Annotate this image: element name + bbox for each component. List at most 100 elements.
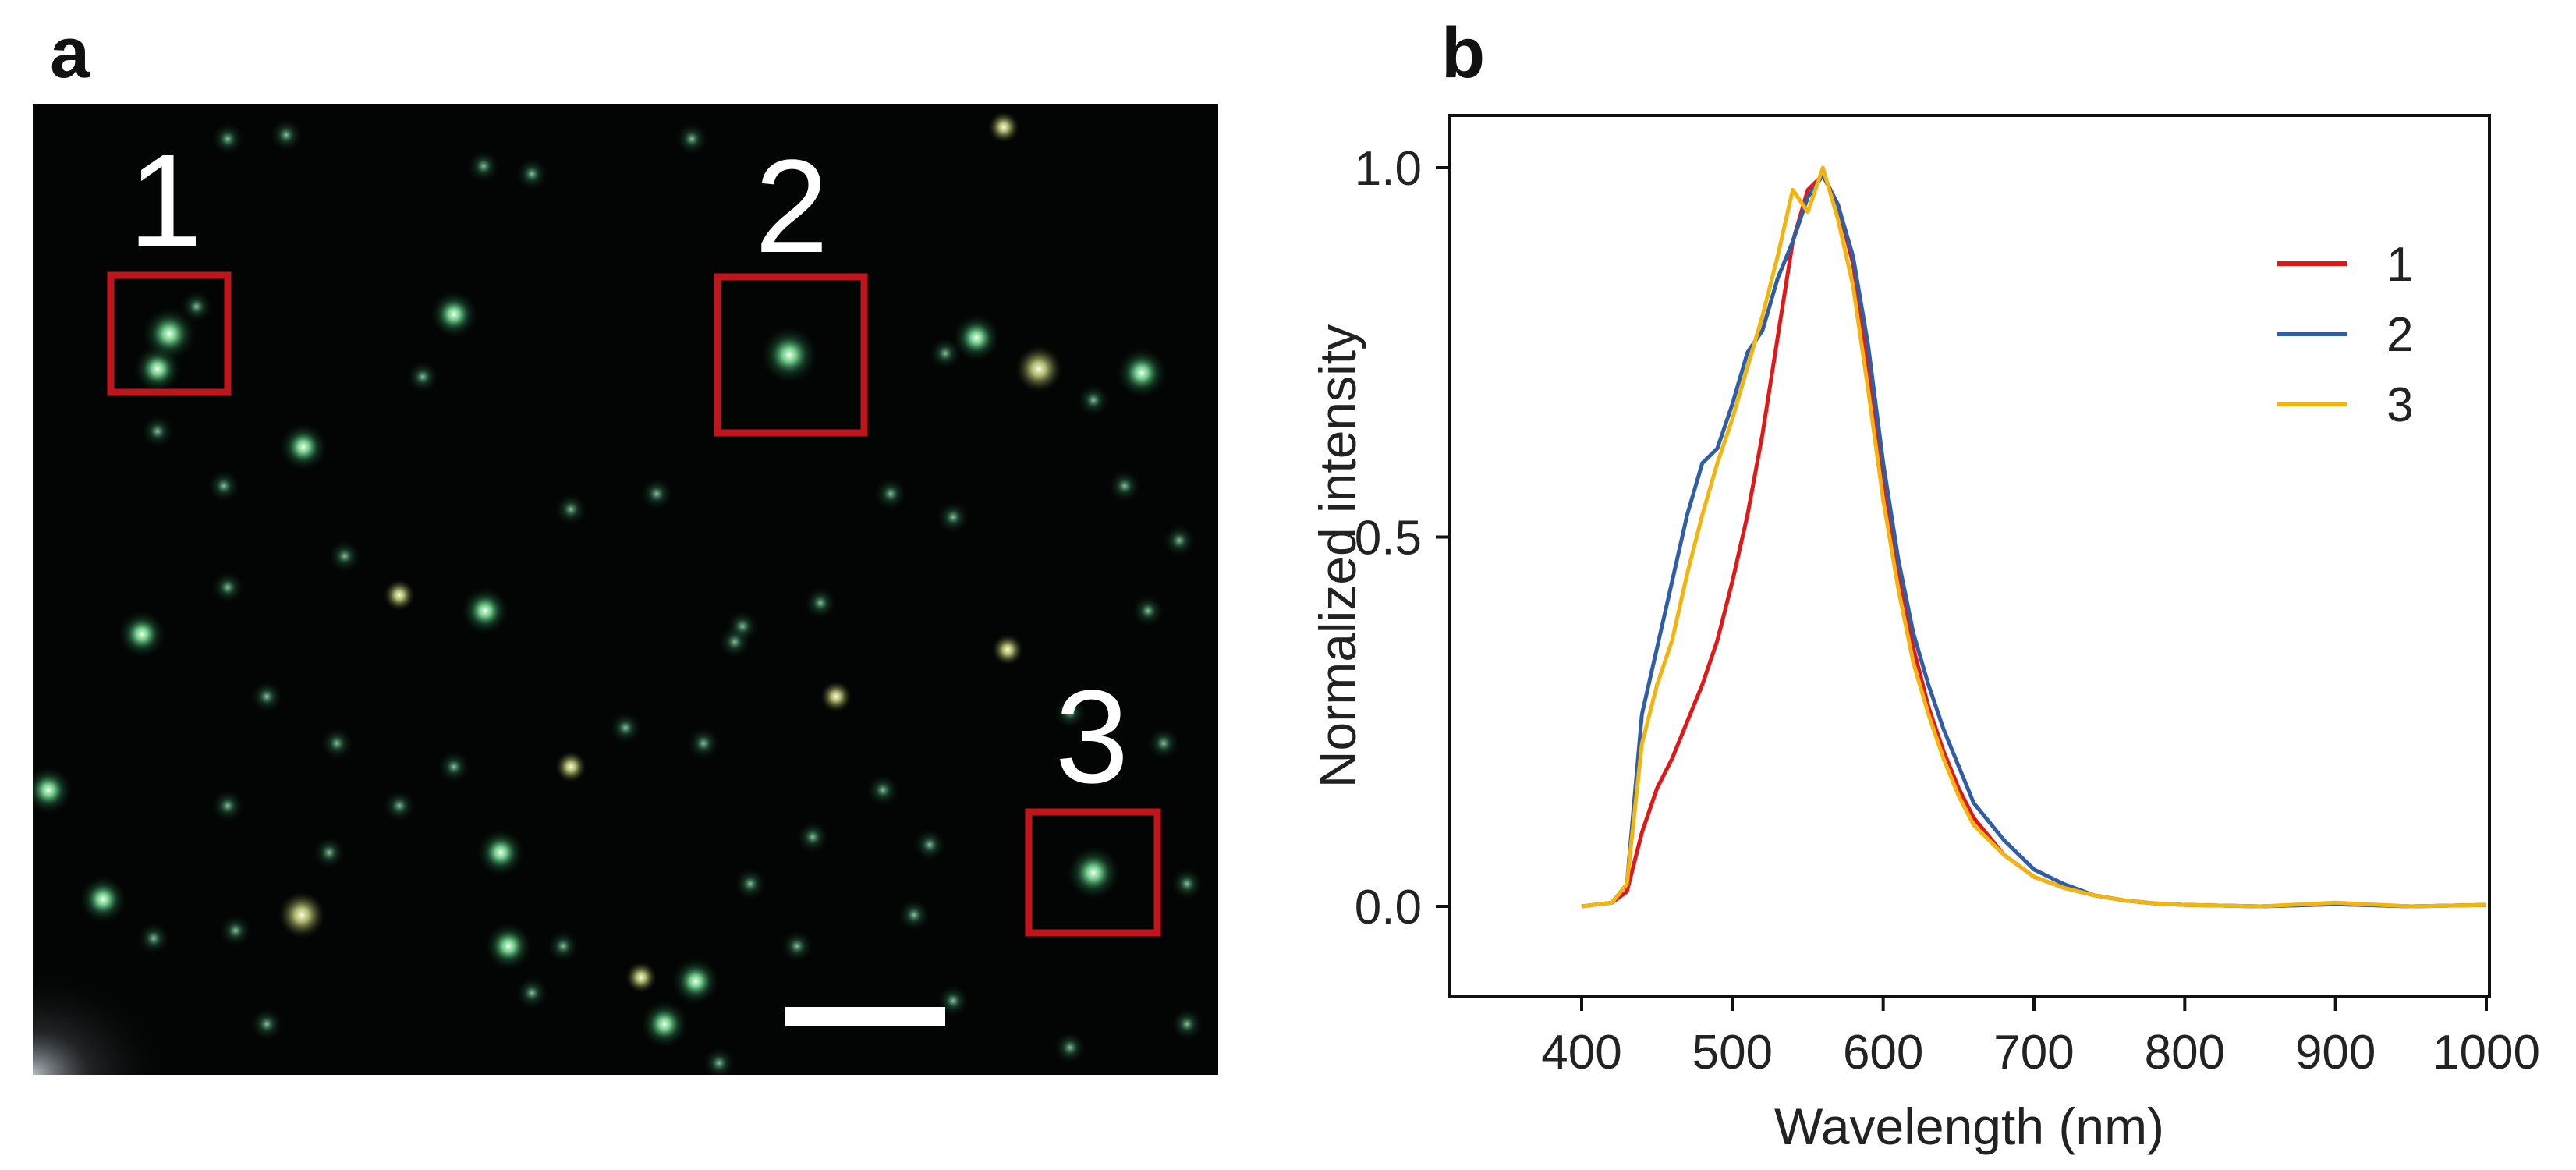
x-tick-label: 1000 <box>2432 1026 2540 1080</box>
particle-spot <box>280 424 327 470</box>
y-axis-label: Normalized intensity <box>1309 324 1366 788</box>
particle-spot <box>468 151 499 182</box>
roi-box-3 <box>1025 808 1161 937</box>
particle-spot <box>462 587 508 634</box>
y-tick-label: 1.0 <box>1355 142 1422 196</box>
particle-spot <box>384 580 415 611</box>
particle-spot <box>485 923 532 970</box>
micrograph-canvas: 1 2 3 <box>33 104 1218 1075</box>
particle-spot <box>676 123 707 154</box>
particle-spot <box>898 899 930 931</box>
x-tick-label: 500 <box>1692 1026 1773 1080</box>
particle-spot <box>431 291 477 338</box>
particle-spot-bright <box>761 327 817 383</box>
y-tick-label: 0.0 <box>1355 881 1422 934</box>
x-tick-label: 800 <box>2145 1026 2225 1080</box>
y-tick-label: 0.5 <box>1355 512 1422 566</box>
particle-spot <box>208 470 239 502</box>
spectra-chart: 400 500 600 700 800 900 1000 0.0 0.5 1.0 1 2 3 Wav… <box>1263 62 2576 1170</box>
particle-spot <box>820 681 852 712</box>
particle-spot <box>1054 1032 1086 1063</box>
particle-spot <box>278 892 325 938</box>
particle-spot <box>688 728 719 759</box>
series-line-3 <box>1581 165 2487 909</box>
particle-spot <box>641 478 672 509</box>
particle-spot-bright <box>143 307 196 360</box>
particle-spot <box>937 502 969 533</box>
particle-spot <box>625 962 657 993</box>
particle-spot <box>547 931 579 962</box>
particle-spot <box>212 790 243 821</box>
particle-spot <box>251 1009 282 1040</box>
roi-box-2 <box>714 273 868 437</box>
series-lines <box>1581 165 2487 909</box>
particle-spot <box>438 751 469 782</box>
particle-spot <box>384 790 415 821</box>
particle-spot <box>138 923 169 954</box>
particle-spot-bright <box>672 958 719 1005</box>
particle-spot <box>555 751 586 782</box>
particle-spot <box>181 291 212 322</box>
particle-spot <box>797 821 828 853</box>
x-tick-label: 400 <box>1541 1026 1621 1080</box>
x-tick-label: 700 <box>1993 1026 2074 1080</box>
x-tick-label: 600 <box>1843 1026 1923 1080</box>
particle-spot <box>805 587 836 619</box>
particle-spot <box>1054 697 1086 728</box>
plot-frame <box>1448 114 2491 998</box>
particle-spot <box>719 626 750 658</box>
roi-box-1 <box>107 271 232 396</box>
particle-spot <box>1078 385 1109 416</box>
y-axis: 0.0 0.5 1.0 <box>1355 142 1450 934</box>
particle-spot <box>142 416 173 447</box>
particle-spot <box>988 112 1019 143</box>
chart-svg: 400 500 600 700 800 900 1000 0.0 0.5 1.0 1 2 3 Wav… <box>1309 114 2540 1155</box>
particle-spot-bright <box>1067 846 1120 899</box>
particle-spot <box>1171 1009 1203 1040</box>
particle-spot-bright <box>1117 348 1167 398</box>
particle-spot <box>516 977 547 1009</box>
particle-spot <box>953 314 1000 361</box>
particle-spot <box>610 712 641 743</box>
particle-spot <box>735 868 766 899</box>
particle-spot <box>641 1001 688 1048</box>
particle-spot <box>516 158 547 190</box>
particle-spot <box>33 767 72 814</box>
particle-spot <box>867 775 898 806</box>
particle-spot <box>321 728 353 759</box>
particle-spot <box>251 681 282 712</box>
particle-spot <box>1015 346 1062 392</box>
particle-spot <box>477 829 524 876</box>
particle-spot <box>1164 525 1195 556</box>
particle-spot <box>1132 595 1164 626</box>
particle-spot <box>314 837 345 868</box>
particle-spot <box>914 829 945 860</box>
particle-spot <box>407 361 438 392</box>
legend-label-1: 1 <box>2386 238 2413 292</box>
particle-spot <box>119 611 165 658</box>
legend: 1 2 3 <box>2277 238 2413 432</box>
panel-a-label: a <box>50 13 90 93</box>
particle-spot <box>555 494 586 525</box>
particle-spot <box>212 572 243 603</box>
particle-spot <box>703 1048 735 1075</box>
particle-spot <box>1148 728 1179 759</box>
particle-spot <box>212 123 243 154</box>
particle-spot <box>1171 868 1203 899</box>
particle-spot <box>992 634 1023 665</box>
particle-spot <box>271 119 302 151</box>
x-axis: 400 500 600 700 800 900 1000 <box>1541 997 2540 1080</box>
x-tick-label: 900 <box>2295 1026 2376 1080</box>
particle-spot <box>1109 470 1140 502</box>
particle-spot <box>80 876 126 923</box>
particle-spots <box>33 112 1203 1075</box>
particle-spot <box>329 541 360 572</box>
panel-b-label: b <box>1441 13 1486 93</box>
particle-spot <box>930 338 961 369</box>
legend-label-3: 3 <box>2386 378 2413 432</box>
scale-bar <box>785 1007 945 1026</box>
particle-spot <box>220 915 251 946</box>
x-axis-label: Wavelength (nm) <box>1774 1097 2164 1155</box>
particle-spot <box>781 931 813 962</box>
roi-label-1: 1 <box>129 127 203 275</box>
